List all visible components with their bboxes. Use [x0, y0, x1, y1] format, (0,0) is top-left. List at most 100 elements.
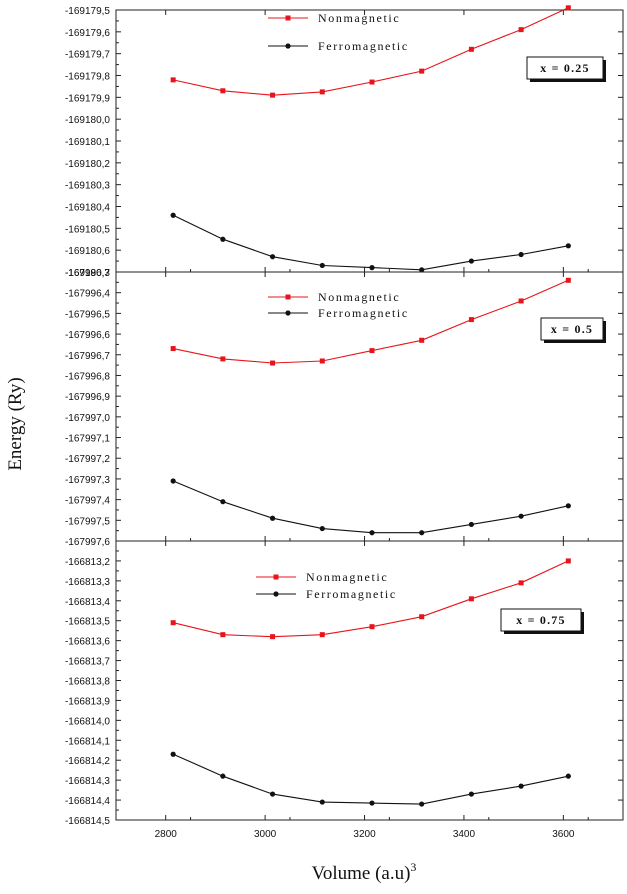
data-point-nonmagnetic: [419, 614, 425, 620]
y-tick-label: -167996,5: [65, 309, 110, 320]
data-point-ferromagnetic: [269, 791, 276, 797]
legend-label: Ferromagnetic: [318, 39, 409, 53]
y-tick-label: -166813,3: [65, 577, 110, 588]
y-tick-label: -169180,0: [65, 115, 110, 126]
legend-marker: [273, 591, 279, 597]
y-tick-label: -166814,5: [65, 816, 110, 827]
data-point-nonmagnetic: [565, 277, 571, 283]
composition-label: x = 0.75: [516, 613, 565, 627]
composition-label: x = 0.25: [540, 61, 589, 75]
y-tick-label: -167996,3: [65, 268, 110, 279]
series-line-ferromagnetic: [172, 753, 569, 805]
series-line-ferromagnetic: [172, 214, 569, 271]
data-point-ferromagnetic: [170, 478, 176, 484]
data-point-nonmagnetic: [369, 348, 375, 354]
x-tick-label: 3600: [552, 829, 575, 840]
data-point-ferromagnetic: [565, 503, 571, 509]
data-point-nonmagnetic: [220, 632, 226, 638]
data-point-nonmagnetic: [319, 632, 325, 638]
data-point-ferromagnetic: [468, 791, 474, 797]
data-point-ferromagnetic: [565, 243, 571, 249]
data-point-nonmagnetic: [170, 346, 176, 352]
data-point-ferromagnetic: [170, 212, 176, 218]
y-tick-label: -169179,6: [65, 28, 110, 39]
data-point-nonmagnetic: [468, 596, 474, 602]
panel-3: -166813,2 -166813,3 -166813,4 -166813,5 -166…: [65, 540, 624, 827]
data-point-nonmagnetic: [220, 88, 226, 94]
y-tick-label: -166813,7: [65, 657, 110, 668]
legend-label: Nonmagnetic: [318, 11, 400, 25]
data-point-nonmagnetic: [518, 298, 524, 304]
data-point-nonmagnetic: [369, 624, 375, 630]
data-point-ferromagnetic: [369, 530, 375, 536]
y-tick-label: -167997,6: [65, 537, 110, 548]
y-tick-label: -167997,2: [65, 454, 110, 465]
legend-marker: [285, 43, 291, 49]
series-line-ferromagnetic: [172, 480, 569, 534]
data-point-nonmagnetic: [319, 89, 325, 95]
panel-1: -169179,5 -169179,6 -169179,7 -169179,8 -169…: [65, 5, 624, 279]
y-tick-label: -167997,1: [65, 434, 110, 445]
y-tick-label: -169179,7: [65, 50, 110, 61]
y-tick-label: -167996,7: [65, 351, 110, 362]
data-point-ferromagnetic: [220, 499, 226, 505]
data-point-nonmagnetic: [170, 620, 176, 626]
y-tick-label: -167996,4: [65, 289, 110, 300]
y-tick-label: -169179,9: [65, 93, 110, 104]
x-axis-title-superscript: 3: [410, 860, 416, 874]
data-point-ferromagnetic: [319, 799, 325, 805]
data-point-ferromagnetic: [468, 521, 474, 528]
data-point-ferromagnetic: [468, 258, 474, 264]
y-tick-label: -167996,9: [65, 392, 110, 403]
data-point-nonmagnetic: [518, 27, 524, 33]
data-point-ferromagnetic: [419, 801, 425, 807]
data-point-nonmagnetic: [369, 79, 375, 85]
data-point-ferromagnetic: [518, 251, 524, 258]
y-tick-label: -169180,6: [65, 246, 110, 257]
data-point-ferromagnetic: [220, 236, 226, 242]
panel-2: -167996,3 -167996,4 -167996,5 -167996,6 -167…: [65, 268, 624, 548]
x-tick-label: 2800: [155, 829, 178, 840]
data-point-ferromagnetic: [369, 265, 375, 271]
y-tick-label: -167996,6: [65, 330, 110, 341]
y-tick-label: -166813,2: [65, 557, 110, 568]
legend-marker: [285, 15, 291, 21]
data-point-nonmagnetic: [468, 317, 474, 323]
legend-marker: [285, 294, 291, 300]
data-point-nonmagnetic: [419, 68, 425, 74]
data-point-nonmagnetic: [518, 580, 524, 586]
label-box: [500, 608, 582, 632]
data-point-nonmagnetic: [565, 558, 571, 564]
data-point-ferromagnetic: [518, 783, 524, 789]
data-point-ferromagnetic: [419, 267, 425, 273]
data-point-ferromagnetic: [269, 515, 276, 521]
data-point-nonmagnetic: [319, 358, 325, 364]
y-tick-label: -166814,3: [65, 776, 110, 787]
legend-marker: [285, 310, 291, 316]
legend-marker: [273, 574, 279, 580]
y-tick-label: -166813,4: [65, 597, 110, 608]
x-tick-label: 3400: [453, 829, 476, 840]
data-point-ferromagnetic: [518, 513, 524, 519]
data-point-ferromagnetic: [419, 530, 425, 536]
data-point-nonmagnetic: [270, 92, 276, 98]
y-tick-label: -166813,5: [65, 617, 110, 628]
data-point-nonmagnetic: [565, 5, 571, 11]
y-tick-label: -166814,0: [65, 716, 110, 727]
data-point-ferromagnetic: [220, 773, 226, 779]
y-tick-label: -167996,8: [65, 371, 110, 382]
x-axis-title: Volume (a.u)3: [312, 860, 417, 884]
data-point-nonmagnetic: [270, 634, 276, 640]
data-point-ferromagnetic: [369, 800, 375, 806]
data-point-nonmagnetic: [270, 360, 276, 366]
y-tick-label: -169180,4: [65, 203, 110, 214]
data-point-ferromagnetic: [565, 773, 571, 779]
data-point-nonmagnetic: [468, 46, 474, 52]
y-tick-label: -169179,8: [65, 72, 110, 83]
label-box: [526, 56, 604, 80]
y-tick-label: -169180,5: [65, 224, 110, 235]
y-tick-label: -169179,5: [65, 6, 110, 17]
y-tick-label: -167997,5: [65, 516, 110, 527]
data-point-nonmagnetic: [170, 77, 176, 83]
y-tick-label: -166814,4: [65, 796, 110, 807]
